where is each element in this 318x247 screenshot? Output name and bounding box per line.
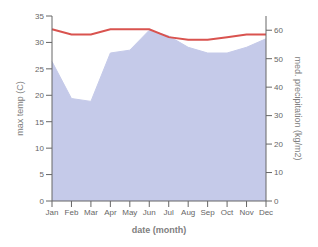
svg-text:med. precipitation (kg/m2): med. precipitation (kg/m2) <box>293 56 303 160</box>
svg-text:Oct: Oct <box>221 208 234 217</box>
svg-text:Aug: Aug <box>181 208 195 217</box>
svg-text:Jul: Jul <box>164 208 174 217</box>
svg-text:Dec: Dec <box>259 208 273 217</box>
svg-text:20: 20 <box>274 140 283 149</box>
svg-text:60: 60 <box>274 26 283 35</box>
svg-text:40: 40 <box>274 83 283 92</box>
svg-text:Mar: Mar <box>84 208 98 217</box>
svg-text:35: 35 <box>35 12 44 21</box>
svg-text:20: 20 <box>35 91 44 100</box>
svg-text:Jan: Jan <box>46 208 59 217</box>
svg-text:0: 0 <box>40 197 45 206</box>
svg-text:Nov: Nov <box>239 208 253 217</box>
svg-text:May: May <box>122 208 137 217</box>
svg-text:date (month): date (month) <box>132 225 187 235</box>
svg-text:50: 50 <box>274 55 283 64</box>
svg-text:30: 30 <box>35 38 44 47</box>
svg-text:Sep: Sep <box>201 208 216 217</box>
svg-text:max temp (C): max temp (C) <box>15 81 25 136</box>
svg-text:30: 30 <box>274 111 283 120</box>
svg-text:10: 10 <box>35 144 44 153</box>
svg-text:Feb: Feb <box>65 208 79 217</box>
svg-text:0: 0 <box>274 197 279 206</box>
svg-text:Apr: Apr <box>104 208 117 217</box>
svg-text:10: 10 <box>274 168 283 177</box>
svg-text:15: 15 <box>35 118 44 127</box>
svg-text:5: 5 <box>40 170 45 179</box>
svg-text:25: 25 <box>35 65 44 74</box>
svg-text:Jun: Jun <box>143 208 156 217</box>
